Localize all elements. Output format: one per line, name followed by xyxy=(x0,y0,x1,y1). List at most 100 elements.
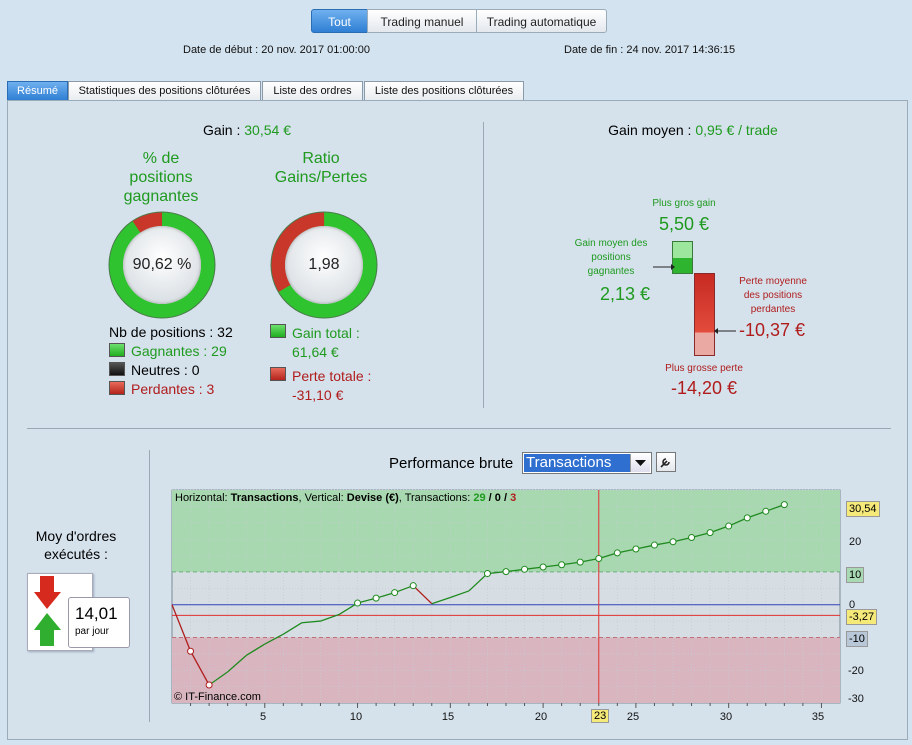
neutres-swatch xyxy=(109,362,125,376)
tab-liste-positions[interactable]: Liste des positions clôturées xyxy=(364,81,524,100)
tab-trading-automatique[interactable]: Trading automatique xyxy=(476,9,607,33)
chart-info-mid: , Vertical: xyxy=(298,492,347,504)
perte-moyenne-label-2: des positions xyxy=(743,290,803,301)
gain-total-value: 61,64 € xyxy=(292,344,339,360)
tab-liste-ordres[interactable]: Liste des ordres xyxy=(262,81,363,100)
series-segment xyxy=(450,590,470,599)
tab-resume[interactable]: Résumé xyxy=(7,81,68,100)
cursor-y-box: -3,27 xyxy=(846,609,878,625)
orders-title-2: exécutés : xyxy=(44,546,108,562)
chart-info: Horizontal: Transactions, Vertical: Devi… xyxy=(175,492,516,504)
series-segment xyxy=(412,585,433,605)
wrench-icon xyxy=(660,458,670,468)
gain-label: Gain : xyxy=(203,122,241,138)
data-point xyxy=(725,522,733,530)
plus-gros-gain-value: 5,50 € xyxy=(658,214,710,234)
series-segment xyxy=(171,604,192,652)
pct-donut-outline xyxy=(108,211,216,319)
tab-statistiques[interactable]: Statistiques des positions clôturées xyxy=(68,81,261,100)
data-point xyxy=(483,570,491,578)
performance-select-value: Transactions xyxy=(524,454,632,472)
wrench-button[interactable] xyxy=(656,452,676,472)
series-segment xyxy=(189,650,210,686)
orders-unit: par jour xyxy=(75,626,109,637)
plus-gros-gain-label: Plus gros gain xyxy=(652,198,716,209)
y-tick-minus20: -20 xyxy=(848,665,864,677)
end-date-value: 24 nov. 2017 14:36:15 xyxy=(626,44,736,56)
ratio-title-line1: Ratio xyxy=(302,150,340,167)
x-tick-5: 5 xyxy=(259,711,267,723)
end-date: Date de fin : 24 nov. 2017 14:36:15 xyxy=(564,44,735,56)
orders-value: 14,01 xyxy=(75,604,118,623)
x-tick-35: 35 xyxy=(811,711,825,723)
gain-total-swatch xyxy=(270,324,286,338)
y-tick-minus30: -30 xyxy=(848,693,864,705)
orders-title: Moy d'ordres exécutés : xyxy=(16,527,136,563)
data-point xyxy=(632,545,640,553)
ratio-donut-outline xyxy=(270,211,378,319)
data-point xyxy=(372,594,380,602)
data-point xyxy=(205,681,213,689)
ratio-value: 1,98 xyxy=(285,226,363,304)
perdantes-text: Perdantes : 3 xyxy=(131,381,215,397)
nb-positions: Nb de positions : 32 xyxy=(109,324,233,340)
loss-arrow-icon xyxy=(714,328,736,334)
performance-title: Performance brute xyxy=(389,455,514,472)
ratio-donut xyxy=(270,211,378,319)
tab-trading-manuel[interactable]: Trading manuel xyxy=(367,9,477,33)
orders-title-1: Moy d'ordres xyxy=(35,528,117,544)
data-point xyxy=(409,582,417,590)
plus-grosse-perte-value: -14,20 € xyxy=(670,378,738,398)
series-segment xyxy=(338,602,358,616)
divider-vertical-bottom xyxy=(149,450,150,722)
gain-bar xyxy=(672,241,693,274)
series-segment xyxy=(208,671,229,686)
data-point xyxy=(521,565,529,573)
chart-info-v: Devise (€) xyxy=(346,492,399,504)
x-tick-30: 30 xyxy=(719,711,733,723)
gain-moyen-pos-label-3: gagnantes xyxy=(587,266,635,277)
gain-moyen-line: Gain moyen : 0,95 € / trade xyxy=(484,122,902,138)
data-point xyxy=(539,563,547,571)
neutres-text: Neutres : 0 xyxy=(131,362,200,378)
data-point xyxy=(743,514,751,522)
divider-horizontal xyxy=(27,428,891,429)
cursor-x-box: 23 xyxy=(591,709,610,723)
ratio-title: Ratio Gains/Pertes xyxy=(260,149,382,187)
tab-tout[interactable]: Tout xyxy=(311,9,368,33)
chart-info-slash1: / xyxy=(485,492,495,504)
chart-profit-zone xyxy=(172,490,840,572)
series-segment xyxy=(264,633,284,645)
chart-info-neutral: 0 xyxy=(494,492,501,504)
gain-value: 30,54 € xyxy=(244,122,291,138)
chart-watermark: © IT-Finance.com xyxy=(174,691,261,703)
chart-info-lose: 3 xyxy=(510,492,517,504)
pct-donut-loss xyxy=(109,212,215,318)
perte-moyenne-value: -10,37 € xyxy=(738,320,806,340)
data-point xyxy=(187,647,195,655)
chart-info-slash2: / xyxy=(500,492,511,504)
gain-moyen-label: Gain moyen : xyxy=(608,122,692,138)
end-date-label: Date de fin : xyxy=(564,44,624,56)
perte-moyenne-label-1: Perte moyenne xyxy=(739,276,807,287)
series-segment xyxy=(227,654,247,673)
series-segment xyxy=(431,596,451,605)
upper-threshold-box: 10 xyxy=(846,567,865,583)
data-point xyxy=(780,501,788,509)
gain-moyen-value: 0,95 € / trade xyxy=(695,122,778,138)
loss-bar xyxy=(694,273,715,356)
lower-threshold-box: -10 xyxy=(846,631,868,647)
last-value-box: 30,54 xyxy=(846,501,880,517)
chart-info-win: 29 xyxy=(473,492,486,504)
performance-select[interactable]: Transactions xyxy=(522,452,652,474)
data-point xyxy=(688,534,696,542)
gain-total-label: Gain total : xyxy=(292,325,360,341)
x-tick-10: 10 xyxy=(349,711,363,723)
data-point xyxy=(706,529,714,537)
series-segment xyxy=(301,620,321,624)
pct-title: % de positions gagnantes xyxy=(100,149,222,206)
gain-total: Gain total : 61,64 € xyxy=(292,324,360,362)
perte-totale: Perte totale : -31,10 € xyxy=(292,367,371,405)
perte-moyenne-label-3: perdantes xyxy=(750,304,796,315)
